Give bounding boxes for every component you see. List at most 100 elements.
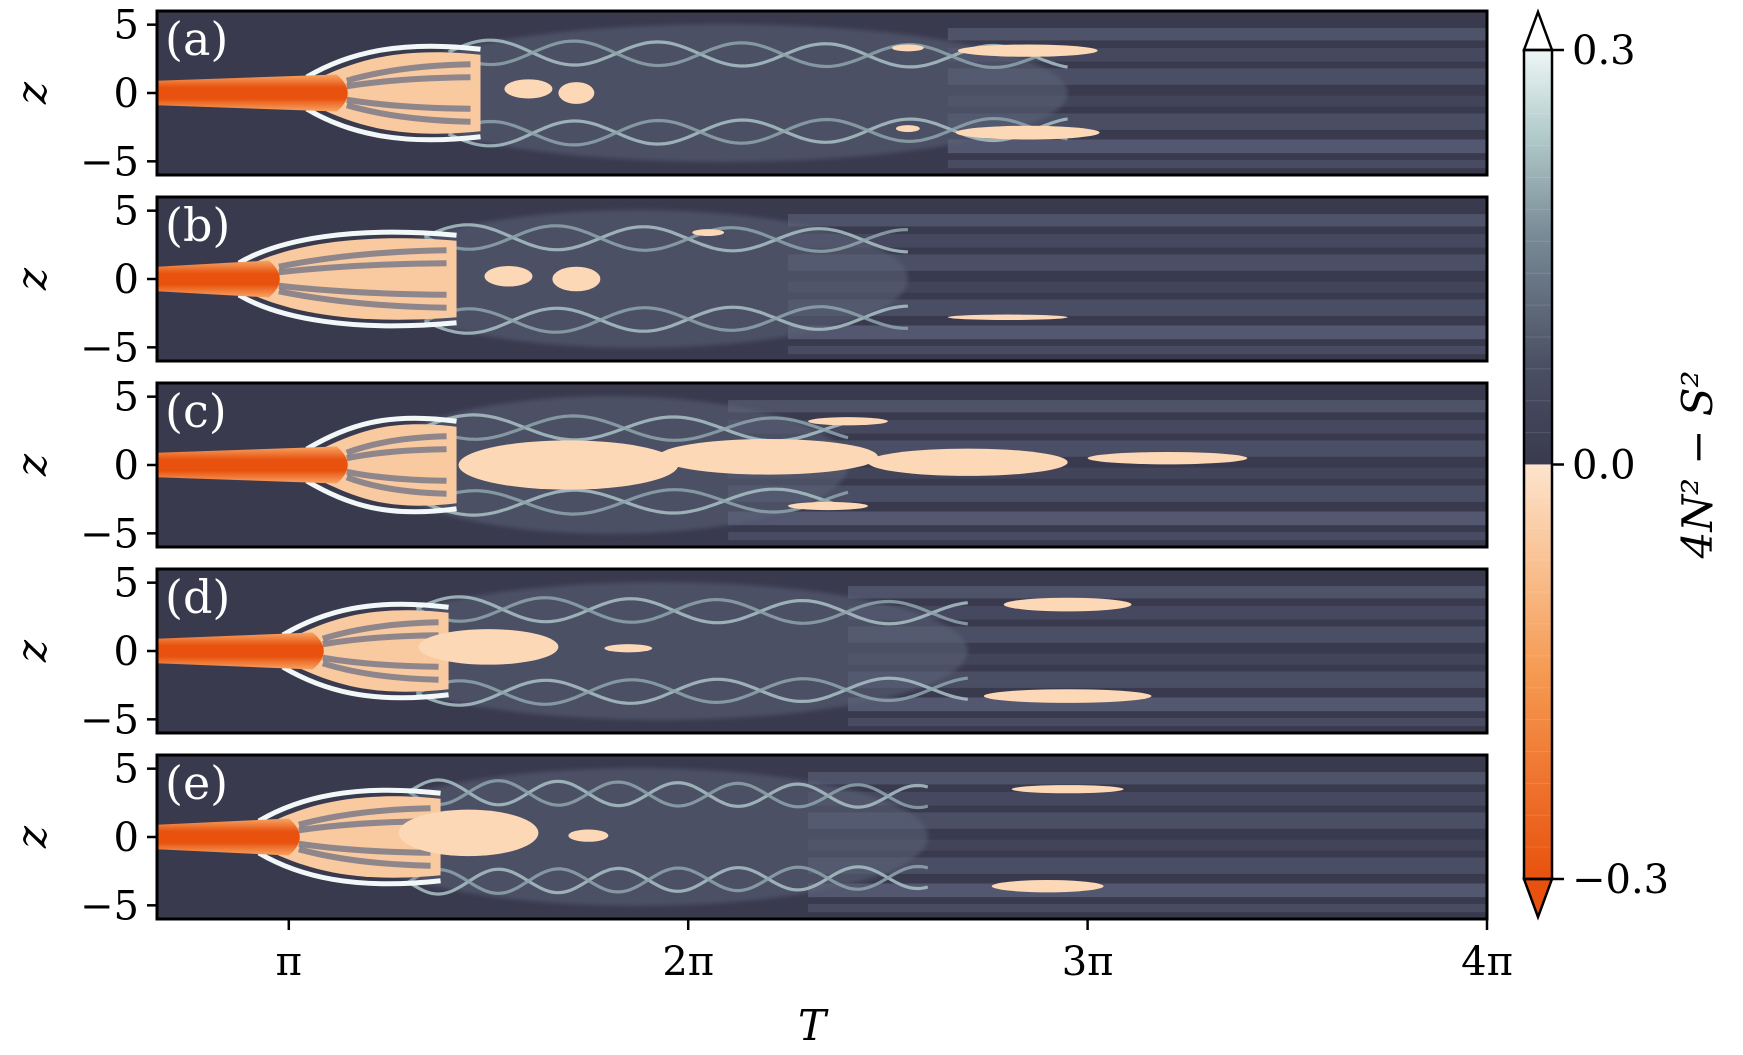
braid-streak-lower-0 bbox=[423, 304, 908, 335]
flare-finger-1 bbox=[278, 288, 447, 311]
braid-streak-upper-1 bbox=[423, 414, 849, 442]
y-tick-label: −5 bbox=[80, 139, 139, 185]
braid-streak-lower-1 bbox=[407, 864, 929, 895]
band-1 bbox=[728, 419, 1487, 434]
band-5 bbox=[847, 697, 1487, 712]
band-3 bbox=[947, 95, 1487, 107]
flare-finger-3 bbox=[322, 654, 439, 670]
band-3 bbox=[847, 653, 1487, 665]
panel-c: (c) 5 0 −5 z bbox=[7, 375, 1489, 557]
y-tick-label: 0 bbox=[114, 443, 139, 489]
band-1 bbox=[808, 791, 1487, 806]
braid-streak-upper-1 bbox=[415, 596, 969, 626]
flare-finger-3 bbox=[346, 468, 447, 484]
flare-finger-1 bbox=[345, 102, 471, 125]
negative-patch bbox=[788, 501, 868, 511]
band-0 bbox=[728, 400, 1487, 413]
flare-rim-lower bbox=[281, 664, 449, 701]
negative-patch bbox=[1011, 785, 1124, 794]
panel-b: (b) 5 0 −5 z bbox=[7, 189, 1489, 371]
negative-patch bbox=[895, 125, 920, 132]
jet-core bbox=[157, 260, 280, 298]
panel-d: (d) 5 0 −5 z bbox=[7, 561, 1489, 743]
panel-label: (b) bbox=[165, 198, 230, 252]
flare-finger-1 bbox=[298, 846, 431, 869]
flare-region bbox=[316, 52, 481, 134]
negative-patch bbox=[957, 44, 1098, 57]
band-3 bbox=[808, 839, 1487, 851]
colorbar-tick-label: −0.3 bbox=[1572, 857, 1669, 903]
braid-streak-lower-1 bbox=[423, 305, 908, 334]
y-tick-label: 0 bbox=[114, 71, 139, 117]
band-5 bbox=[788, 325, 1487, 340]
flare-finger-0 bbox=[278, 247, 447, 270]
band-2 bbox=[847, 626, 1487, 643]
braid-streak-lower-1 bbox=[415, 676, 969, 706]
negative-patch bbox=[947, 314, 1068, 320]
x-tick-label: 3π bbox=[1062, 939, 1114, 985]
braid-streak-upper-1 bbox=[447, 39, 1068, 70]
flare-region bbox=[292, 610, 449, 692]
flare-finger-1 bbox=[345, 474, 447, 497]
band-3 bbox=[788, 281, 1487, 293]
band-4 bbox=[947, 113, 1487, 130]
band-0 bbox=[847, 586, 1487, 599]
colorbar-extend-min bbox=[1522, 877, 1554, 921]
turbulent-haze bbox=[377, 24, 1068, 162]
flare-finger-2 bbox=[346, 446, 447, 462]
band-2 bbox=[947, 68, 1487, 85]
band-1 bbox=[847, 605, 1487, 620]
negative-patch bbox=[1087, 452, 1248, 465]
flare-rim-upper bbox=[305, 415, 457, 452]
band-4 bbox=[808, 857, 1487, 874]
x-tick-label: 4π bbox=[1461, 939, 1513, 985]
colorbar-title: 4N² − S² bbox=[1673, 371, 1722, 560]
negative-patch bbox=[991, 880, 1104, 893]
y-axis-title: z bbox=[7, 81, 56, 105]
flare-finger-3 bbox=[278, 282, 447, 298]
band-4 bbox=[847, 671, 1487, 688]
band-6 bbox=[808, 903, 1487, 913]
colorbar-gradient bbox=[1524, 50, 1552, 879]
flare-finger-0 bbox=[298, 805, 431, 828]
braid-streak-lower-0 bbox=[415, 676, 968, 707]
band-3 bbox=[728, 467, 1487, 479]
band-2 bbox=[788, 254, 1487, 271]
braid-streak-upper-0 bbox=[407, 778, 929, 809]
band-5 bbox=[728, 511, 1487, 526]
band-6 bbox=[788, 345, 1487, 355]
braid-streak-upper-1 bbox=[407, 779, 929, 810]
negative-patch bbox=[558, 82, 595, 104]
turbulent-haze bbox=[367, 210, 908, 348]
flare-rim-upper bbox=[237, 229, 457, 266]
colorbar-tick-label: 0.0 bbox=[1572, 443, 1636, 489]
flare-rim-upper bbox=[257, 787, 441, 824]
colorbar-extend-max bbox=[1522, 8, 1554, 52]
flare-region bbox=[268, 796, 441, 878]
y-tick-label: 5 bbox=[114, 3, 139, 49]
negative-patch bbox=[808, 417, 888, 426]
negative-patch bbox=[891, 44, 924, 52]
flare-finger-0 bbox=[321, 619, 439, 642]
panel-label: (a) bbox=[165, 12, 228, 66]
negative-patch bbox=[658, 439, 878, 475]
y-axis-title: z bbox=[7, 267, 56, 291]
flare-finger-2 bbox=[322, 632, 439, 648]
braid-streak-upper-0 bbox=[423, 223, 908, 254]
flare-rim-lower bbox=[305, 478, 457, 515]
flare-finger-0 bbox=[345, 433, 447, 456]
panel-label: (e) bbox=[165, 756, 228, 810]
jet-core bbox=[157, 446, 348, 484]
x-tick-label: 2π bbox=[662, 939, 714, 985]
y-tick-label: 5 bbox=[114, 375, 139, 421]
y-axis-title: z bbox=[7, 453, 56, 477]
band-4 bbox=[788, 299, 1487, 316]
flare-finger-3 bbox=[346, 96, 471, 112]
band-4 bbox=[728, 485, 1487, 502]
flare-finger-2 bbox=[278, 260, 447, 276]
flare-rim-lower bbox=[257, 850, 441, 887]
jet-core bbox=[157, 632, 324, 670]
jet-core bbox=[157, 818, 300, 856]
jet-core bbox=[157, 74, 348, 112]
y-tick-label: 5 bbox=[114, 189, 139, 235]
